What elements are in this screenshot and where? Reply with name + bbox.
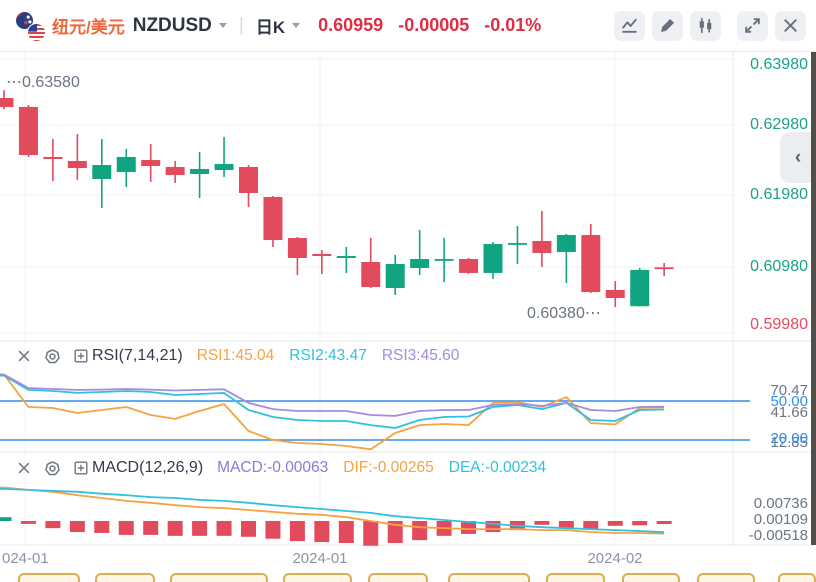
- macd-axis-max: 0.00736: [753, 495, 808, 512]
- last-price: 0.60959: [318, 15, 384, 35]
- indicator-line-button[interactable]: [614, 10, 645, 41]
- high-price-marker: ⋯0.63580: [6, 74, 80, 91]
- price-change-percent: -0.01%: [484, 15, 542, 35]
- rsi3-value: RSI3:45.60: [381, 347, 460, 364]
- nz-flag-icon: [16, 11, 33, 29]
- rsi-title: RSI(7,14,21): [92, 347, 183, 364]
- candlestick-icon: [699, 17, 712, 34]
- rsi-axis-upper-level: 50.00: [770, 393, 808, 410]
- dea-value: DEA:-0.00234: [448, 459, 547, 476]
- price-axis-label: 0.59980: [750, 316, 808, 333]
- price-axis-label: 0.63980: [750, 56, 808, 73]
- macd-settings-button[interactable]: [44, 460, 61, 477]
- fullscreen-expand-icon: [745, 18, 760, 33]
- bottom-toolbar-button[interactable]: [283, 573, 352, 582]
- close-chart-button[interactable]: [775, 10, 806, 41]
- bottom-toolbar-button[interactable]: [546, 573, 605, 582]
- bottom-toolbar-button[interactable]: [95, 573, 155, 582]
- chevron-down-icon: [292, 23, 301, 28]
- indicator-line-icon: [622, 18, 637, 33]
- bottom-toolbar-button[interactable]: [368, 573, 428, 582]
- chevron-left-icon: ‹: [794, 146, 802, 168]
- draw-pencil-icon: [661, 19, 674, 32]
- plus-box-icon: [74, 349, 88, 363]
- rsi-axis-min: 12.85: [770, 434, 808, 451]
- bottom-toolbar-button[interactable]: [170, 573, 268, 582]
- price-axis-label: 0.61980: [750, 186, 808, 203]
- us-flag-icon: [27, 22, 46, 42]
- chevron-down-icon: [218, 23, 227, 28]
- close-icon: [784, 19, 797, 32]
- price-axis-label: 0.62980: [750, 116, 808, 133]
- topbar-divider: |: [238, 14, 244, 36]
- time-label-left: 024-01: [2, 550, 49, 567]
- macd-close-button[interactable]: [16, 460, 32, 476]
- chart-topbar: 纽元/美元 NZDUSD | 日K 0.60959 -0.00005 -0.01…: [0, 0, 816, 52]
- macd-title: MACD(12,26,9): [92, 459, 204, 476]
- bottom-toolbar-button[interactable]: [697, 573, 755, 582]
- symbol-selector[interactable]: NZDUSD: [133, 15, 227, 37]
- gear-icon: [45, 348, 60, 363]
- dif-value: DIF:-0.00265: [343, 459, 434, 476]
- gear-icon: [45, 460, 60, 475]
- close-icon: [18, 350, 30, 362]
- rsi-axis-max: 70.47: [770, 382, 808, 399]
- rsi-axis-mid: 41.66: [770, 404, 808, 421]
- macd-axis-min: -0.00518: [748, 527, 808, 544]
- macd-axis-mid: 0.00109: [753, 511, 808, 528]
- currency-pair-flags-icon: [16, 11, 48, 42]
- bottom-toolbar-button[interactable]: [18, 573, 80, 582]
- price-axis-label: 0.60980: [750, 258, 808, 275]
- price-change: -0.00005: [398, 15, 470, 35]
- rsi-settings-button[interactable]: [44, 348, 61, 365]
- rsi-axis-lower-level: 20.00: [770, 430, 808, 447]
- macd-value: MACD:-0.00063: [217, 459, 329, 476]
- bottom-toolbar-button[interactable]: [778, 573, 816, 582]
- pair-name-chinese: 纽元/美元: [52, 18, 125, 37]
- right-edge-panel: [811, 52, 816, 545]
- close-icon: [18, 462, 30, 474]
- time-label-mid: 2024-01: [292, 550, 348, 567]
- period-selector[interactable]: 日K: [255, 13, 301, 38]
- bottom-toolbar-button[interactable]: [448, 573, 530, 582]
- macd-pane-header: MACD(12,26,9) MACD:-0.00063 DIF:-0.00265…: [16, 457, 561, 479]
- macd-expand-button[interactable]: [73, 460, 89, 476]
- fullscreen-button[interactable]: [737, 10, 768, 41]
- low-price-marker: 0.60380⋯: [527, 305, 601, 322]
- draw-tool-button[interactable]: [652, 10, 683, 41]
- collapse-axis-panel-button[interactable]: ‹: [780, 132, 816, 183]
- period-label: 日K: [255, 18, 286, 37]
- rsi1-value: RSI1:45.04: [196, 347, 275, 364]
- plus-box-icon: [74, 461, 88, 475]
- symbol-label: NZDUSD: [132, 14, 212, 36]
- rsi-pane-header: RSI(7,14,21) RSI1:45.04 RSI2:43.47 RSI3:…: [16, 345, 474, 367]
- rsi-expand-button[interactable]: [73, 348, 89, 364]
- rsi2-value: RSI2:43.47: [289, 347, 367, 364]
- bottom-toolbar-button[interactable]: [622, 573, 680, 582]
- chart-style-button[interactable]: [690, 10, 721, 41]
- time-label-right: 2024-02: [587, 550, 643, 567]
- rsi-close-button[interactable]: [16, 348, 32, 364]
